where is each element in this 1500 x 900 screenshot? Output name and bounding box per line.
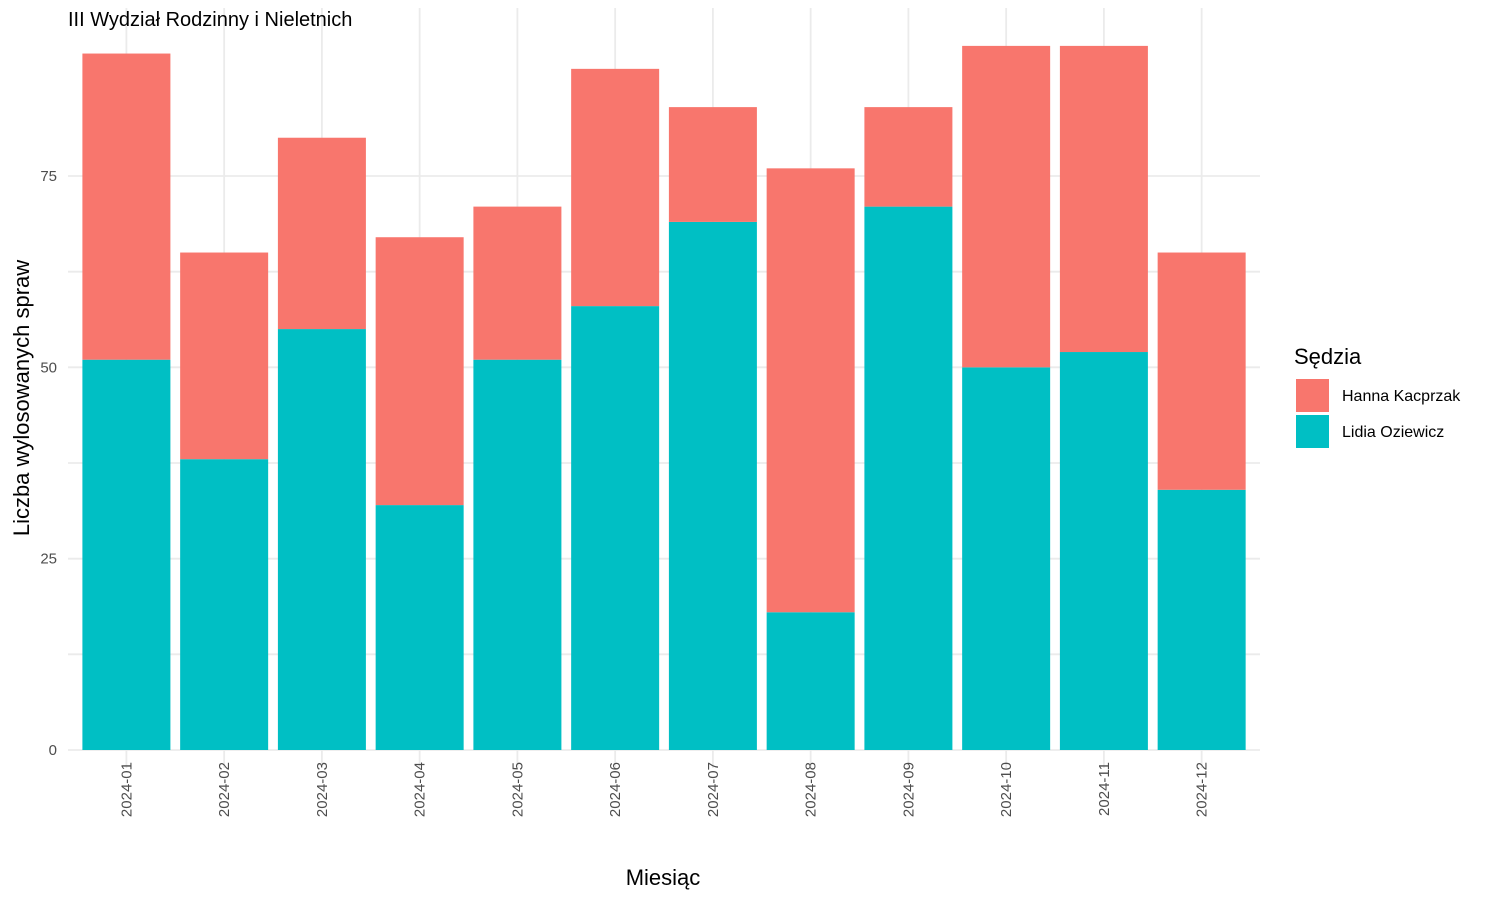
bar-segment bbox=[668, 221, 757, 751]
bar-segment bbox=[668, 107, 757, 222]
x-tick-label: 2024-06 bbox=[607, 762, 624, 817]
bar-segment bbox=[571, 306, 660, 750]
bar-segment bbox=[766, 168, 855, 613]
x-tick-label: 2024-02 bbox=[216, 762, 233, 817]
y-tick-label: 75 bbox=[40, 168, 57, 185]
legend-title: Sędzia bbox=[1294, 344, 1362, 369]
bar-segment bbox=[82, 53, 171, 360]
bar-segment bbox=[180, 459, 269, 750]
bar-segment bbox=[473, 206, 562, 360]
bar-segment bbox=[277, 329, 366, 750]
legend-items: Hanna Kacprzak Lidia Oziewicz bbox=[1296, 379, 1461, 448]
bar-segment bbox=[277, 137, 366, 330]
x-tick-label: 2024-01 bbox=[118, 762, 135, 817]
bars bbox=[82, 45, 1246, 751]
bar-segment bbox=[180, 252, 269, 460]
x-tick-label: 2024-05 bbox=[509, 762, 526, 817]
legend-swatch bbox=[1296, 379, 1329, 412]
x-tick-label: 2024-07 bbox=[705, 762, 722, 817]
bar-segment bbox=[1157, 489, 1246, 750]
y-tick-label: 25 bbox=[40, 551, 57, 568]
bar-segment bbox=[962, 367, 1051, 750]
bar-segment bbox=[473, 359, 562, 750]
bar-segment bbox=[1157, 252, 1246, 490]
bar-segment bbox=[1059, 352, 1148, 750]
legend-label: Hanna Kacprzak bbox=[1342, 388, 1461, 405]
bar-segment bbox=[864, 206, 953, 750]
x-tick-label: 2024-03 bbox=[314, 762, 331, 817]
x-tick-label: 2024-04 bbox=[412, 762, 429, 817]
x-tick-label: 2024-12 bbox=[1194, 762, 1211, 817]
x-tick-label: 2024-11 bbox=[1096, 762, 1113, 816]
x-tick-label: 2024-08 bbox=[803, 762, 820, 817]
legend: Sędzia Hanna Kacprzak Lidia Oziewicz bbox=[1294, 344, 1461, 448]
bar-segment bbox=[766, 612, 855, 750]
x-axis-ticks: 2024-01 2024-02 2024-03 2024-04 2024-05 2024-… bbox=[118, 762, 1210, 817]
y-tick-label: 0 bbox=[49, 742, 57, 759]
x-tick-label: 2024-09 bbox=[900, 762, 917, 817]
x-axis-title: Miesiąc bbox=[626, 865, 701, 890]
legend-swatch bbox=[1296, 415, 1329, 448]
y-axis-ticks: 0 25 50 75 bbox=[40, 168, 57, 759]
bar-segment bbox=[864, 107, 953, 207]
y-axis-title: Liczba wylosowanych spraw bbox=[9, 260, 34, 536]
legend-label: Lidia Oziewicz bbox=[1342, 424, 1444, 441]
bar-segment bbox=[375, 505, 464, 750]
bar-segment bbox=[375, 237, 464, 506]
bar-segment bbox=[571, 68, 660, 307]
bar-segment bbox=[82, 359, 171, 750]
chart-title: III Wydział Rodzinny i Nieletnich bbox=[68, 9, 352, 31]
x-tick-label: 2024-10 bbox=[998, 762, 1015, 817]
bar-segment bbox=[1059, 45, 1148, 353]
bar-segment bbox=[962, 45, 1051, 368]
y-tick-label: 50 bbox=[40, 359, 57, 376]
